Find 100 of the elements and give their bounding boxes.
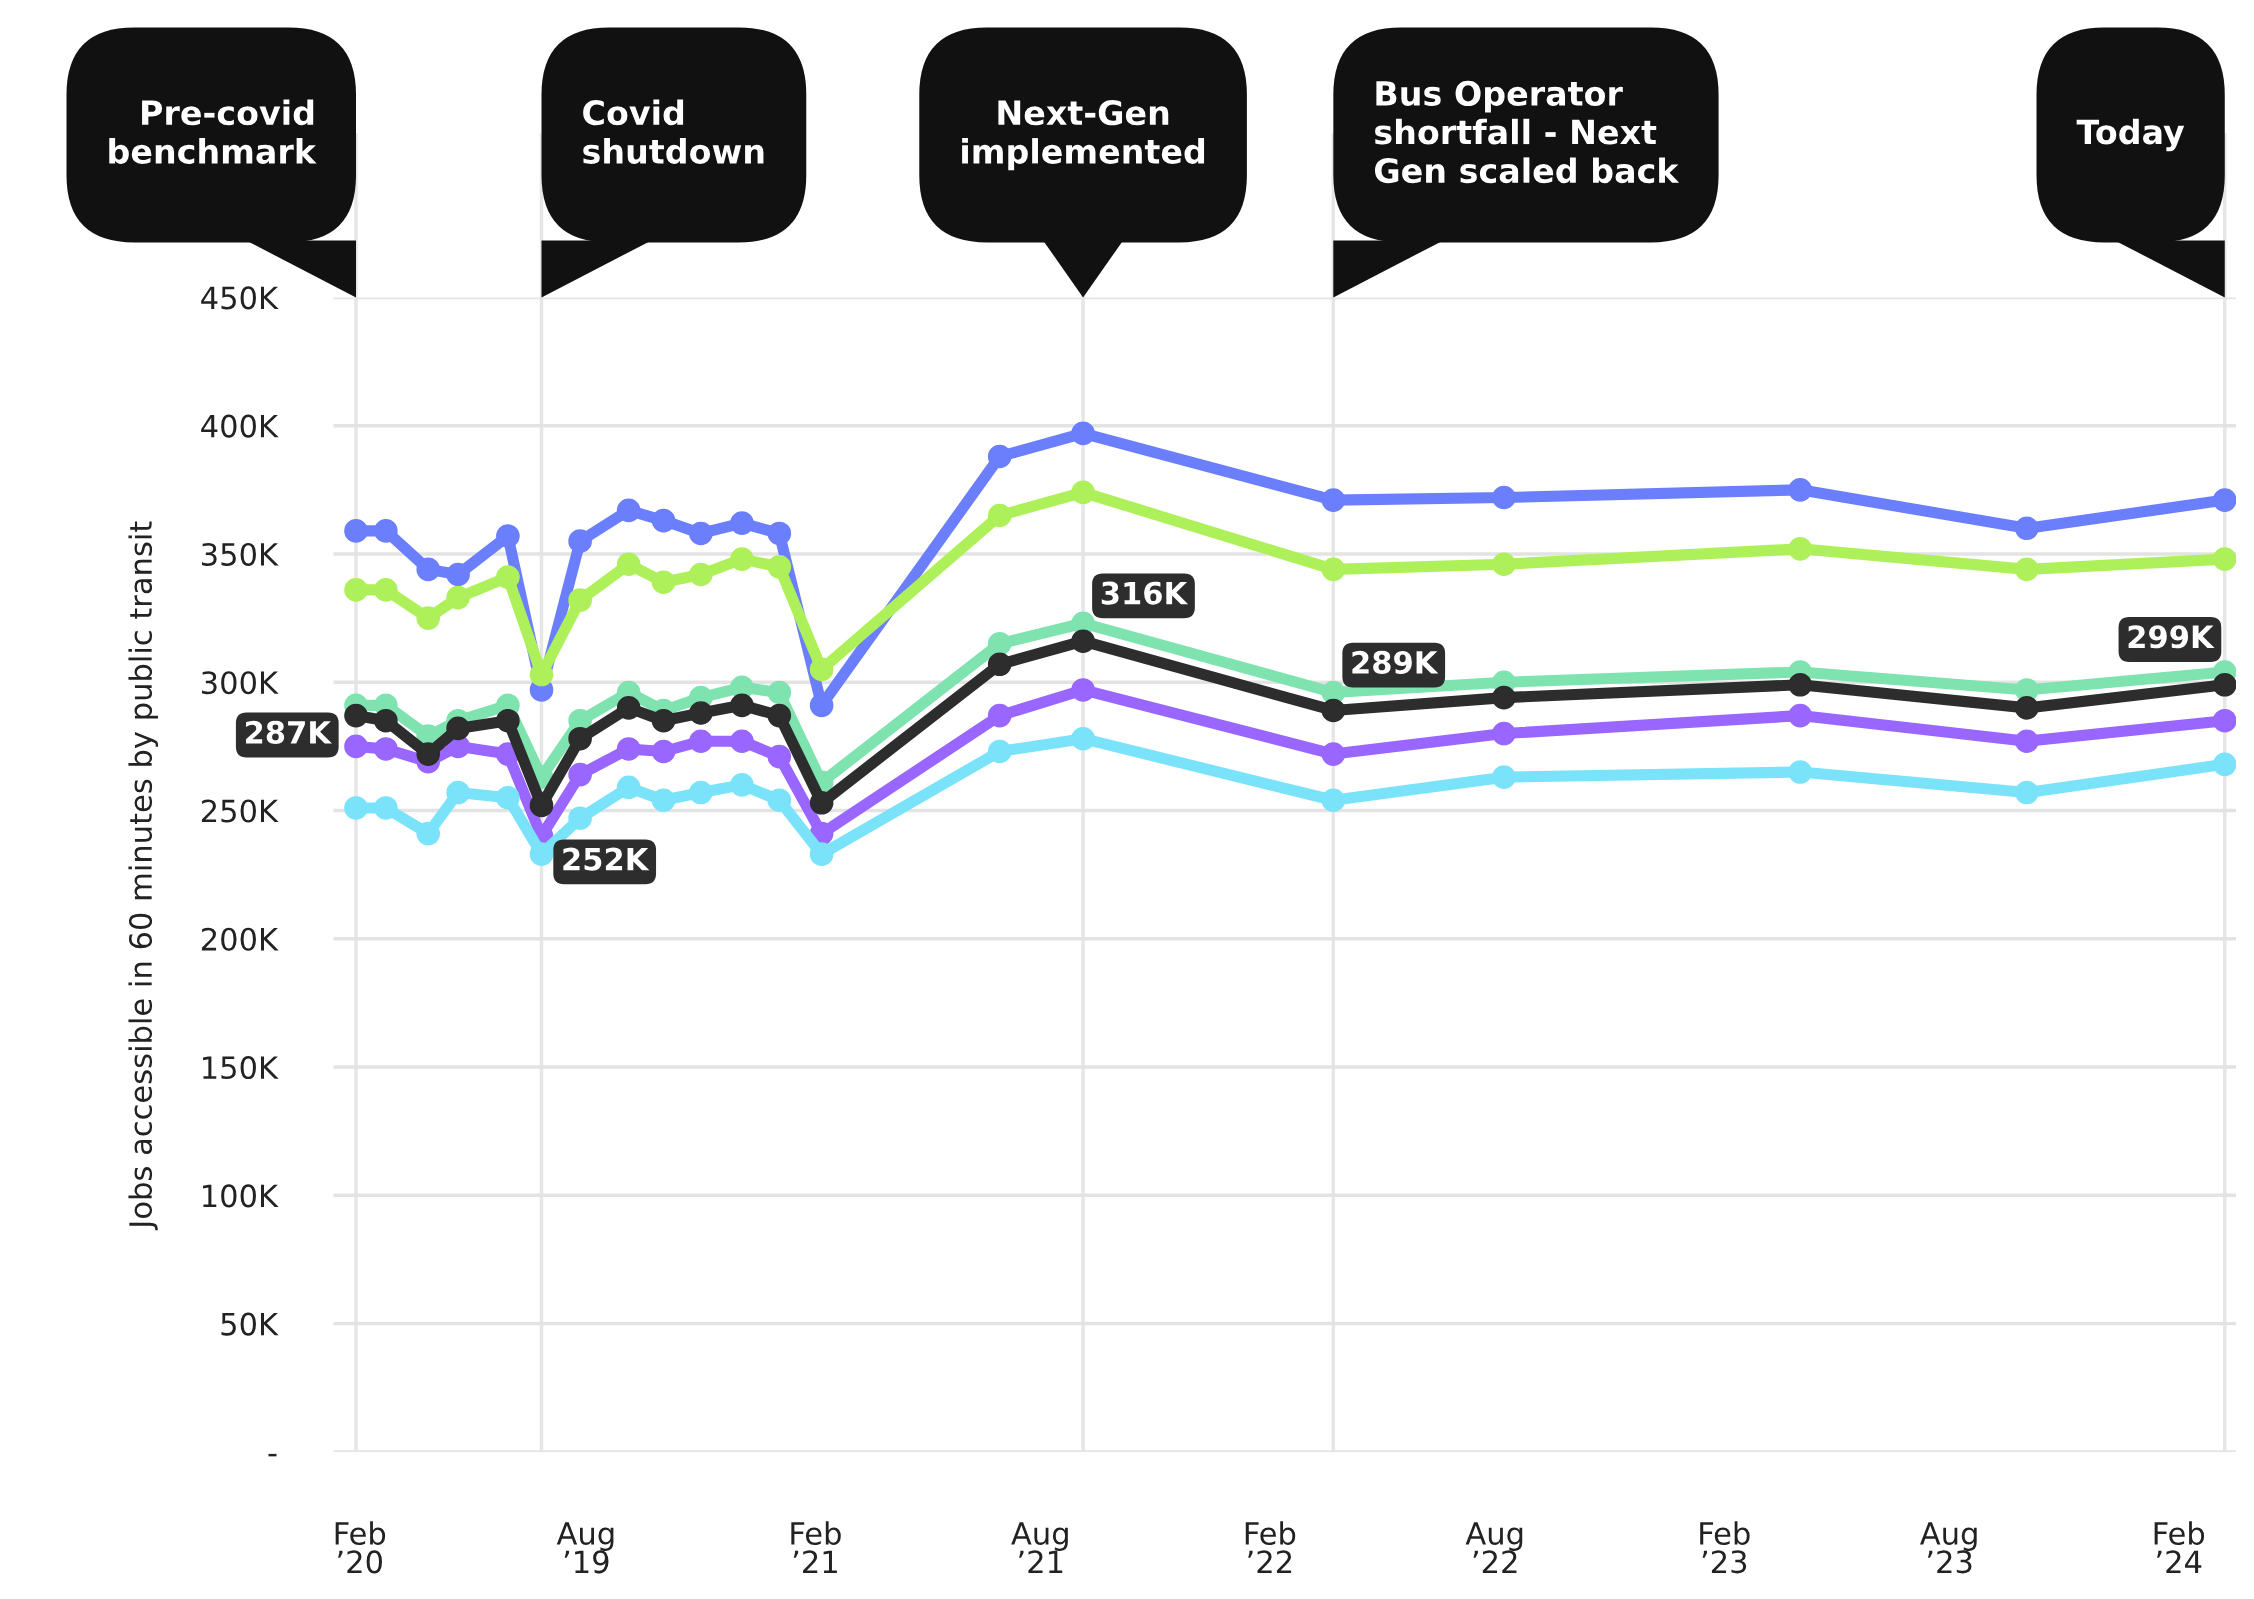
y-tick-label: 400K [201,414,279,438]
point [987,703,1012,728]
point [651,708,676,733]
point [1071,678,1095,702]
point [809,842,834,866]
x-tick-label: Aug ’22 [1465,1522,1523,1573]
point [374,737,398,761]
x-tick-label: Aug ’23 [1920,1522,1977,1574]
x-tick-label: Aug ’19 [556,1522,614,1574]
point [651,788,676,813]
point [730,773,754,797]
point [689,780,713,805]
point [767,554,792,579]
point [344,796,368,820]
point [1492,685,1516,710]
point [2212,547,2236,571]
ref-line-label: Pre-covid benchmark [109,99,317,164]
point [616,552,641,577]
point [446,562,470,587]
point [1071,480,1095,505]
point [1492,721,1516,746]
y-tick-label: 350K [202,542,279,567]
point [1788,537,1813,561]
point [689,729,713,754]
y-tick-label: 200K [201,927,279,951]
x-tick-label: Feb ’23 [1700,1521,1750,1574]
point [987,652,1012,677]
point [568,806,592,831]
x-tick-label: Aug ’21 [1011,1522,1068,1573]
point [1321,698,1346,723]
point [987,503,1012,528]
point [689,701,713,725]
point [496,565,520,589]
point [987,739,1012,764]
point [2014,516,2039,541]
y-tick-label: 300K [202,671,279,695]
point [374,578,398,602]
point [767,521,792,546]
point [987,631,1012,656]
ref-line-label: Covid shutdown [583,99,764,164]
y-tick-label: 50K [221,1312,279,1336]
point [416,557,441,582]
point [2212,752,2236,777]
point [809,657,834,682]
data-label: 289K [1352,650,1439,674]
point [651,508,676,533]
point [809,791,834,815]
ref-line-label: Bus Operator shortfall - Next Gen scaled back [1375,80,1680,184]
point [616,696,641,720]
point [1788,672,1813,697]
point [730,511,754,535]
point [568,529,592,553]
point [374,519,398,543]
point [446,716,470,741]
point [767,788,792,813]
point [568,762,592,787]
y-tick-label: 250K [201,799,279,823]
point [730,729,754,754]
point [616,737,641,761]
point [344,519,368,543]
point [767,744,792,769]
x-tick-label: Feb ’22 [1245,1521,1296,1573]
point [2014,729,2039,754]
point [2212,708,2236,733]
point [496,785,520,810]
point [2014,557,2039,582]
point [496,524,520,548]
point [1492,485,1516,510]
point [1321,557,1346,582]
x-tick-label: Feb ’20 [335,1521,386,1574]
point [344,734,368,759]
point [2212,488,2236,512]
point [374,796,398,820]
point [651,570,676,594]
point [1321,788,1346,813]
y-tick-label: 150K [203,1056,279,1080]
point [416,821,441,846]
point [809,693,834,718]
data-label: 287K [245,720,332,744]
point [651,739,676,764]
point [616,498,641,523]
point [529,842,554,866]
point [730,693,754,718]
point [2014,696,2039,720]
point [2212,672,2236,697]
data-label: 316K [1101,581,1189,605]
point [1492,552,1516,577]
point [416,742,441,766]
point [987,444,1012,469]
point [446,585,470,610]
y-axis-title: Jobs accessible in 60 minutes by public transit [128,521,159,1231]
point [767,703,792,728]
x-tick-label: Feb ’21 [791,1521,841,1573]
point [374,708,398,733]
point [730,547,754,571]
point [1071,629,1095,653]
y-tick-label: - [268,1453,277,1457]
point [344,703,368,728]
point [496,708,520,733]
point [1492,765,1516,789]
